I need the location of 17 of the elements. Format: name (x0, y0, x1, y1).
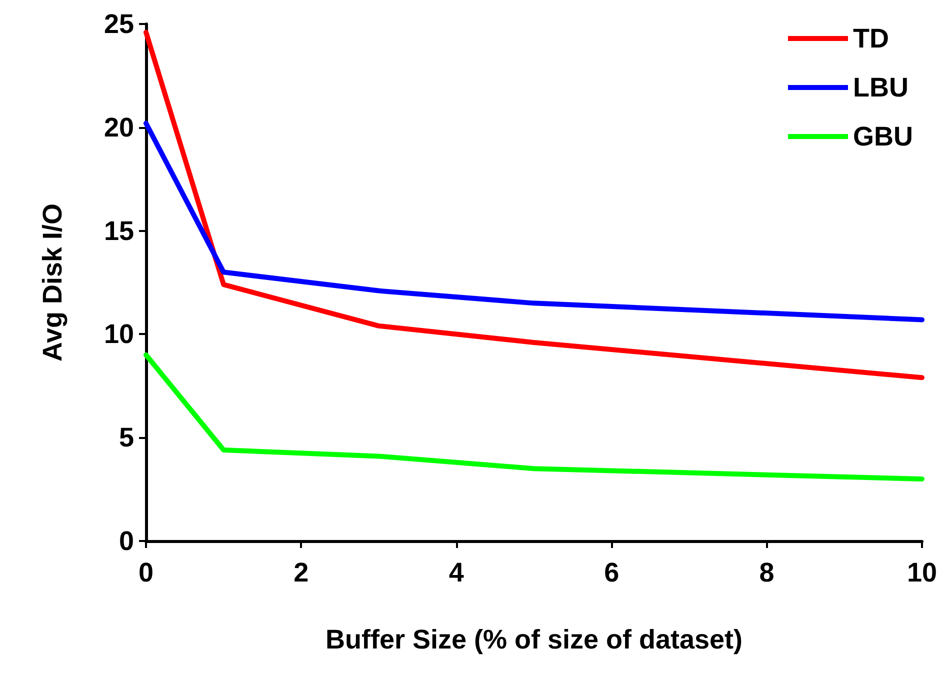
y-tick-label: 10 (104, 319, 134, 350)
legend-label: LBU (853, 72, 908, 102)
y-axis-title: Avg Disk I/O (38, 203, 68, 362)
x-tick-label: 6 (604, 558, 620, 588)
x-axis-title: Buffer Size (% of size of dataset) (325, 624, 743, 654)
x-tick-label: 0 (138, 558, 154, 588)
y-tick-label: 5 (118, 422, 134, 453)
x-tick-label: 2 (294, 558, 309, 588)
legend-label: GBU (853, 122, 913, 152)
y-tick-label: 20 (104, 112, 134, 142)
y-tick-label: 25 (104, 9, 134, 39)
x-tick-label: 8 (759, 558, 774, 588)
y-tick-label: 0 (118, 526, 134, 556)
legend-label: TD (853, 24, 889, 54)
y-tick-label: 15 (104, 216, 134, 246)
x-tick-label: 4 (448, 558, 464, 588)
x-tick-label: 10 (906, 558, 938, 588)
